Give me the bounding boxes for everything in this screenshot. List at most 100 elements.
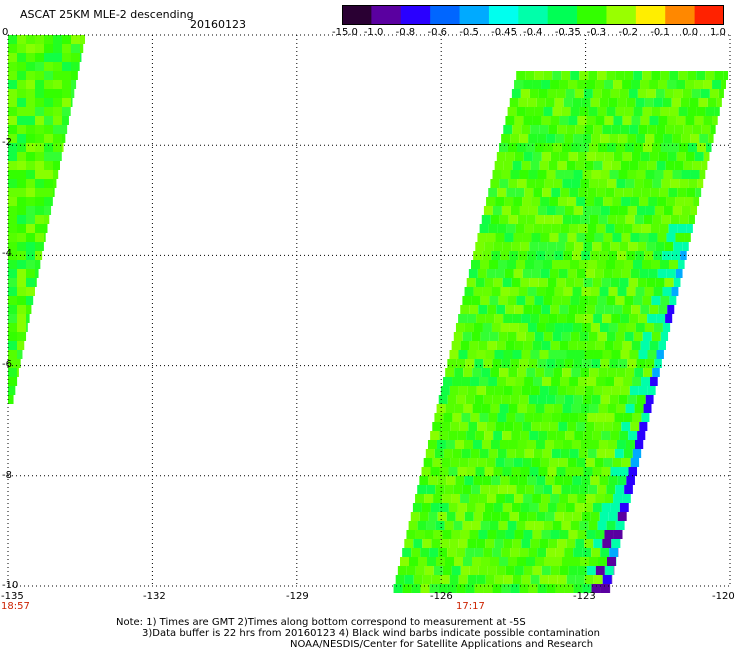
swath-cell: [482, 476, 492, 485]
swath-cell: [492, 206, 502, 215]
swath-cell: [80, 53, 82, 62]
swath-cell: [558, 233, 568, 242]
swath-cell: [552, 485, 562, 494]
swath-cell: [517, 557, 526, 566]
swath-cell: [622, 116, 632, 125]
swath-cell: [651, 143, 661, 152]
swath-cell: [501, 584, 511, 593]
swath-cell: [685, 116, 695, 125]
swath-cell: [519, 359, 529, 368]
swath-cell: [606, 521, 616, 530]
swath-cell: [627, 395, 637, 404]
swath-cell: [62, 35, 71, 44]
swath-cell: [597, 485, 607, 494]
swath-cell: [596, 449, 606, 458]
swath-cell: [442, 566, 452, 575]
swath-cell: [540, 233, 550, 242]
swath-cell: [556, 467, 566, 476]
swath-cell: [44, 80, 53, 89]
swath-cell: [426, 521, 436, 530]
swath-cell: [601, 467, 611, 476]
colorbar-label: -0.35: [554, 27, 581, 38]
swath-cell: [669, 296, 677, 305]
swath-cell: [464, 476, 474, 485]
swath-cell: [435, 485, 445, 494]
swath-cell: [549, 458, 559, 467]
swath-cell: [543, 296, 553, 305]
swath-cell: [496, 152, 506, 161]
swath-cell: [573, 206, 583, 215]
swath-cell: [496, 566, 506, 575]
swath-cell: [613, 494, 623, 503]
swath-cell: [452, 449, 462, 458]
swath-cell: [590, 512, 600, 521]
swath-cell: [592, 467, 602, 476]
swath-cell: [712, 80, 722, 89]
swath-cell: [602, 539, 612, 548]
swath-cell: [62, 143, 64, 152]
swath-cell: [464, 512, 474, 521]
swath-cell: [572, 476, 582, 485]
swath-cell: [26, 296, 34, 305]
swath-cell: [418, 557, 427, 566]
swath-cell: [630, 269, 640, 278]
swath-cell: [604, 305, 614, 314]
swath-cell: [577, 80, 587, 89]
swath-cell: [558, 422, 568, 431]
swath-cell: [506, 224, 516, 233]
swath-cell: [480, 521, 490, 530]
colorbar-label: -0.45: [491, 27, 518, 38]
swath-cell: [578, 449, 588, 458]
swath-cell: [8, 89, 17, 98]
swath-cell: [705, 143, 712, 152]
swath-cell: [550, 530, 560, 539]
swath-cell: [71, 35, 80, 44]
swath-cell: [447, 359, 457, 368]
swath-cell: [624, 71, 634, 80]
swath-cell: [620, 314, 630, 323]
swath-cell: [616, 215, 626, 224]
swath-cell: [641, 224, 651, 233]
swath-cell: [482, 251, 492, 260]
swath-cell: [666, 197, 676, 206]
colorbar-label: -0.2: [618, 27, 639, 38]
swath-cell: [17, 332, 26, 341]
swath-cell: [437, 476, 447, 485]
swath-cell: [413, 575, 423, 584]
swath-cell: [502, 467, 512, 476]
swath-cell: [588, 296, 598, 305]
swath-cell: [459, 422, 469, 431]
swath-cell: [524, 413, 534, 422]
swath-cell: [621, 233, 631, 242]
swath-cell: [26, 215, 35, 224]
swath-cell: [605, 449, 615, 458]
swath-cell: [555, 206, 565, 215]
swath-cell: [637, 242, 647, 251]
swath-cell: [420, 548, 430, 557]
swath-cell: [583, 467, 593, 476]
swath-cell: [17, 215, 26, 224]
colorbar: [342, 5, 724, 25]
swath-cell: [601, 503, 611, 512]
swath-cell: [639, 422, 648, 431]
swath-cell: [558, 458, 568, 467]
swath-cell: [535, 179, 545, 188]
swath-cell: [481, 440, 491, 449]
y-tick-0: 0: [2, 27, 9, 38]
swath-cell: [649, 116, 659, 125]
colorbar-swatch: [342, 5, 372, 25]
swath-cell: [35, 269, 39, 278]
swath-cell: [581, 512, 591, 521]
swath-cell: [530, 575, 540, 584]
swath-cell: [570, 143, 580, 152]
swath-cell: [466, 431, 476, 440]
swath-cell: [520, 242, 530, 251]
swath-cell: [608, 287, 618, 296]
swath-cell: [17, 188, 26, 197]
swath-cell: [527, 323, 537, 332]
swath-cell: [532, 152, 542, 161]
swath-cell: [8, 80, 17, 89]
swath-cell: [582, 548, 592, 557]
swath-cell: [490, 179, 500, 188]
swath-cell: [519, 548, 529, 557]
